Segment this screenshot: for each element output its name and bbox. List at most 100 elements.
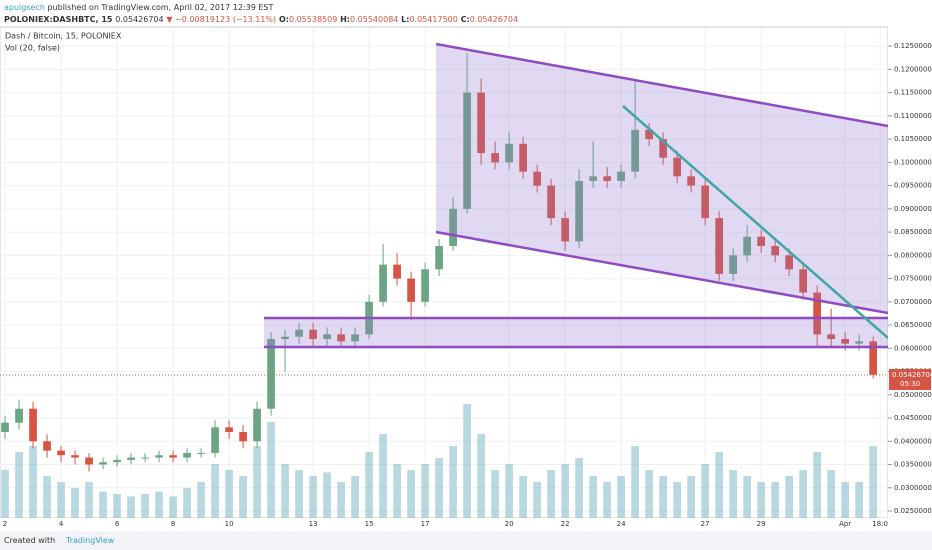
candle-body	[43, 441, 51, 451]
volume-bar	[505, 464, 513, 518]
volume-bar	[533, 482, 541, 518]
candle-body	[113, 459, 121, 463]
symbol: POLONIEX:DASHBTC, 15	[4, 15, 113, 24]
channel-line	[435, 42, 889, 128]
candle-body	[421, 269, 429, 302]
candle-body	[407, 278, 415, 302]
brand[interactable]: TradingView	[66, 536, 115, 545]
publish-line: apuigsech published on TradingView.com, …	[4, 3, 273, 12]
volume-bar	[827, 470, 836, 518]
x-tick-label: 10	[225, 520, 234, 528]
volume-bar	[393, 464, 401, 518]
x-tick-label: 29	[757, 520, 766, 528]
candle-body	[827, 334, 836, 340]
candle-body	[659, 139, 667, 158]
candle-body	[729, 255, 737, 274]
countdown: 05:30	[900, 380, 920, 388]
header: apuigsech published on TradingView.com, …	[0, 0, 932, 27]
ohlc-key: H:	[340, 15, 351, 24]
volume-bar	[757, 482, 765, 518]
candle-body	[547, 185, 555, 219]
volume-bar	[1, 470, 9, 518]
candle-body	[15, 408, 23, 423]
candle-body	[715, 218, 723, 274]
volume-bar	[295, 470, 303, 518]
volume-bar	[127, 496, 135, 518]
x-tick-label: 13	[309, 520, 318, 528]
candle-body	[743, 236, 751, 256]
candle-body	[645, 129, 653, 140]
volume-bar	[85, 482, 93, 518]
volume-bar	[239, 476, 247, 518]
candle-body	[309, 329, 317, 340]
user[interactable]: apuigsech	[4, 3, 45, 12]
volume-bar	[701, 464, 709, 518]
volume-bar	[421, 464, 429, 518]
change: ▼ −0.00819123 (−13.11%)	[166, 15, 277, 24]
x-tick-label: 4	[59, 520, 64, 528]
volume-bar	[197, 482, 205, 518]
volume-bar	[771, 482, 779, 518]
candle-body	[505, 143, 513, 163]
volume-bar	[309, 476, 317, 518]
ohlc-value: 0.05540084	[350, 15, 399, 24]
volume-bar	[589, 476, 597, 518]
candle-body	[631, 129, 639, 172]
volume-bar	[645, 470, 653, 518]
ohlc-key: O:	[278, 15, 289, 24]
price-axis	[888, 27, 932, 518]
candle-body	[813, 292, 822, 335]
last-price-box	[889, 368, 931, 390]
candle-body	[169, 455, 177, 458]
candle-body	[267, 339, 275, 409]
volume-bar	[575, 458, 583, 518]
candle-body	[855, 341, 864, 344]
volume-bar	[617, 476, 625, 518]
candle-body	[1, 422, 9, 432]
ohlc-key: L:	[401, 15, 410, 24]
candle-body	[519, 143, 527, 172]
volume-bar	[855, 482, 864, 518]
ohlc-key: C:	[460, 15, 470, 24]
x-tick-label: 24	[617, 520, 626, 528]
x-tick-label: 2	[3, 520, 7, 528]
candle-body	[281, 336, 289, 340]
candle-body	[603, 176, 611, 181]
ohlc-value: 0.05417500	[409, 15, 458, 24]
volume-bar	[71, 488, 79, 518]
candle-body	[29, 408, 37, 442]
candle-body	[589, 176, 597, 181]
candle-body	[197, 452, 205, 454]
candle-body	[323, 334, 331, 340]
volume-bar	[561, 464, 569, 518]
candle-body	[85, 457, 93, 465]
candle-body	[155, 455, 163, 458]
volume-bar	[323, 472, 331, 518]
x-tick-label: 20	[505, 520, 514, 528]
candle-body	[785, 255, 793, 270]
volume-bar	[463, 404, 471, 518]
trend-line	[622, 105, 889, 339]
candle-body	[253, 408, 261, 442]
volume-bar	[225, 470, 233, 518]
candle-body	[337, 334, 345, 342]
volume-bar	[841, 482, 850, 518]
channel-fill	[436, 44, 888, 313]
x-tick-label: Apr	[839, 520, 851, 528]
volume-bar	[113, 494, 121, 518]
candle-body	[771, 246, 779, 256]
volume-bar	[715, 452, 723, 518]
volume-bar	[281, 464, 289, 518]
